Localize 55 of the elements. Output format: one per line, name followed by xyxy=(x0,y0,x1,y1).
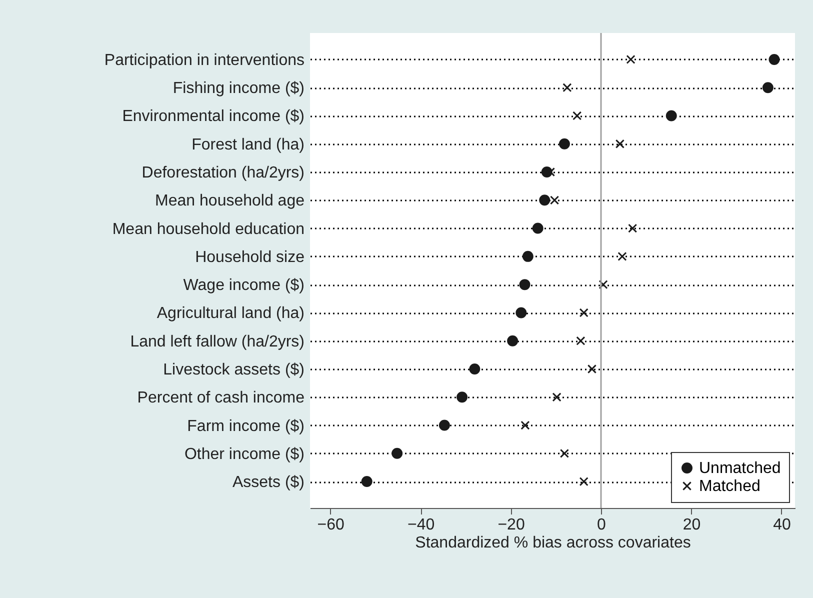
y-tick-label: Forest land (ha) xyxy=(192,136,304,154)
point xyxy=(576,336,586,346)
point xyxy=(628,224,638,233)
y-tick-label: Agricultural land (ha) xyxy=(156,305,304,322)
y-tick-label: Wage income ($) xyxy=(183,277,304,294)
point xyxy=(438,420,450,431)
point xyxy=(507,335,518,346)
point xyxy=(516,307,527,318)
point xyxy=(456,392,468,403)
x-tick-label: 20 xyxy=(682,516,701,534)
point xyxy=(520,420,530,430)
point xyxy=(560,448,569,458)
point xyxy=(552,392,562,402)
point xyxy=(618,252,627,261)
y-tick-label: Mean household age xyxy=(155,192,305,210)
y-tick-label: Other income ($) xyxy=(184,446,304,463)
point xyxy=(572,111,582,120)
x-axis-title: Standardized % bias across covariates xyxy=(415,534,691,552)
y-tick-label: Farm income ($) xyxy=(187,418,304,435)
point xyxy=(392,448,403,459)
point xyxy=(469,364,480,374)
point xyxy=(579,477,588,486)
y-tick-label: Deforestation (ha/2yrs) xyxy=(142,164,304,182)
y-tick-label: Environmental income ($) xyxy=(122,108,304,126)
x-tick-label: 40 xyxy=(773,516,791,534)
point xyxy=(550,196,560,205)
y-tick-label: Participation in interventions xyxy=(104,52,304,69)
x-tick-label: −60 xyxy=(317,516,344,534)
x-tick-label: −20 xyxy=(498,516,525,534)
point xyxy=(615,139,624,148)
point xyxy=(532,222,544,234)
point xyxy=(562,83,572,92)
point xyxy=(762,82,774,94)
point xyxy=(539,194,550,206)
point xyxy=(626,54,636,64)
legend-label: Unmatched xyxy=(699,460,781,477)
point xyxy=(666,110,677,122)
y-tick-label: Percent of cash income xyxy=(137,390,305,407)
x-tick-label: −40 xyxy=(407,516,435,534)
legend-label: Matched xyxy=(699,478,760,495)
point xyxy=(579,308,588,318)
y-tick-label: Assets ($) xyxy=(232,474,304,492)
y-tick-label: Mean household education xyxy=(112,220,304,238)
x-tick-label: 0 xyxy=(597,516,606,534)
y-tick-label: Livestock assets ($) xyxy=(163,361,304,378)
point xyxy=(587,364,597,374)
point xyxy=(522,250,534,262)
y-tick-label: Household size xyxy=(195,248,305,266)
point xyxy=(768,54,780,65)
point xyxy=(361,476,372,488)
y-tick-label: Fishing income ($) xyxy=(172,80,304,98)
point xyxy=(519,279,530,290)
point xyxy=(558,138,570,150)
y-tick-label: Land left fallow (ha/2yrs) xyxy=(130,333,304,350)
point xyxy=(598,280,608,290)
